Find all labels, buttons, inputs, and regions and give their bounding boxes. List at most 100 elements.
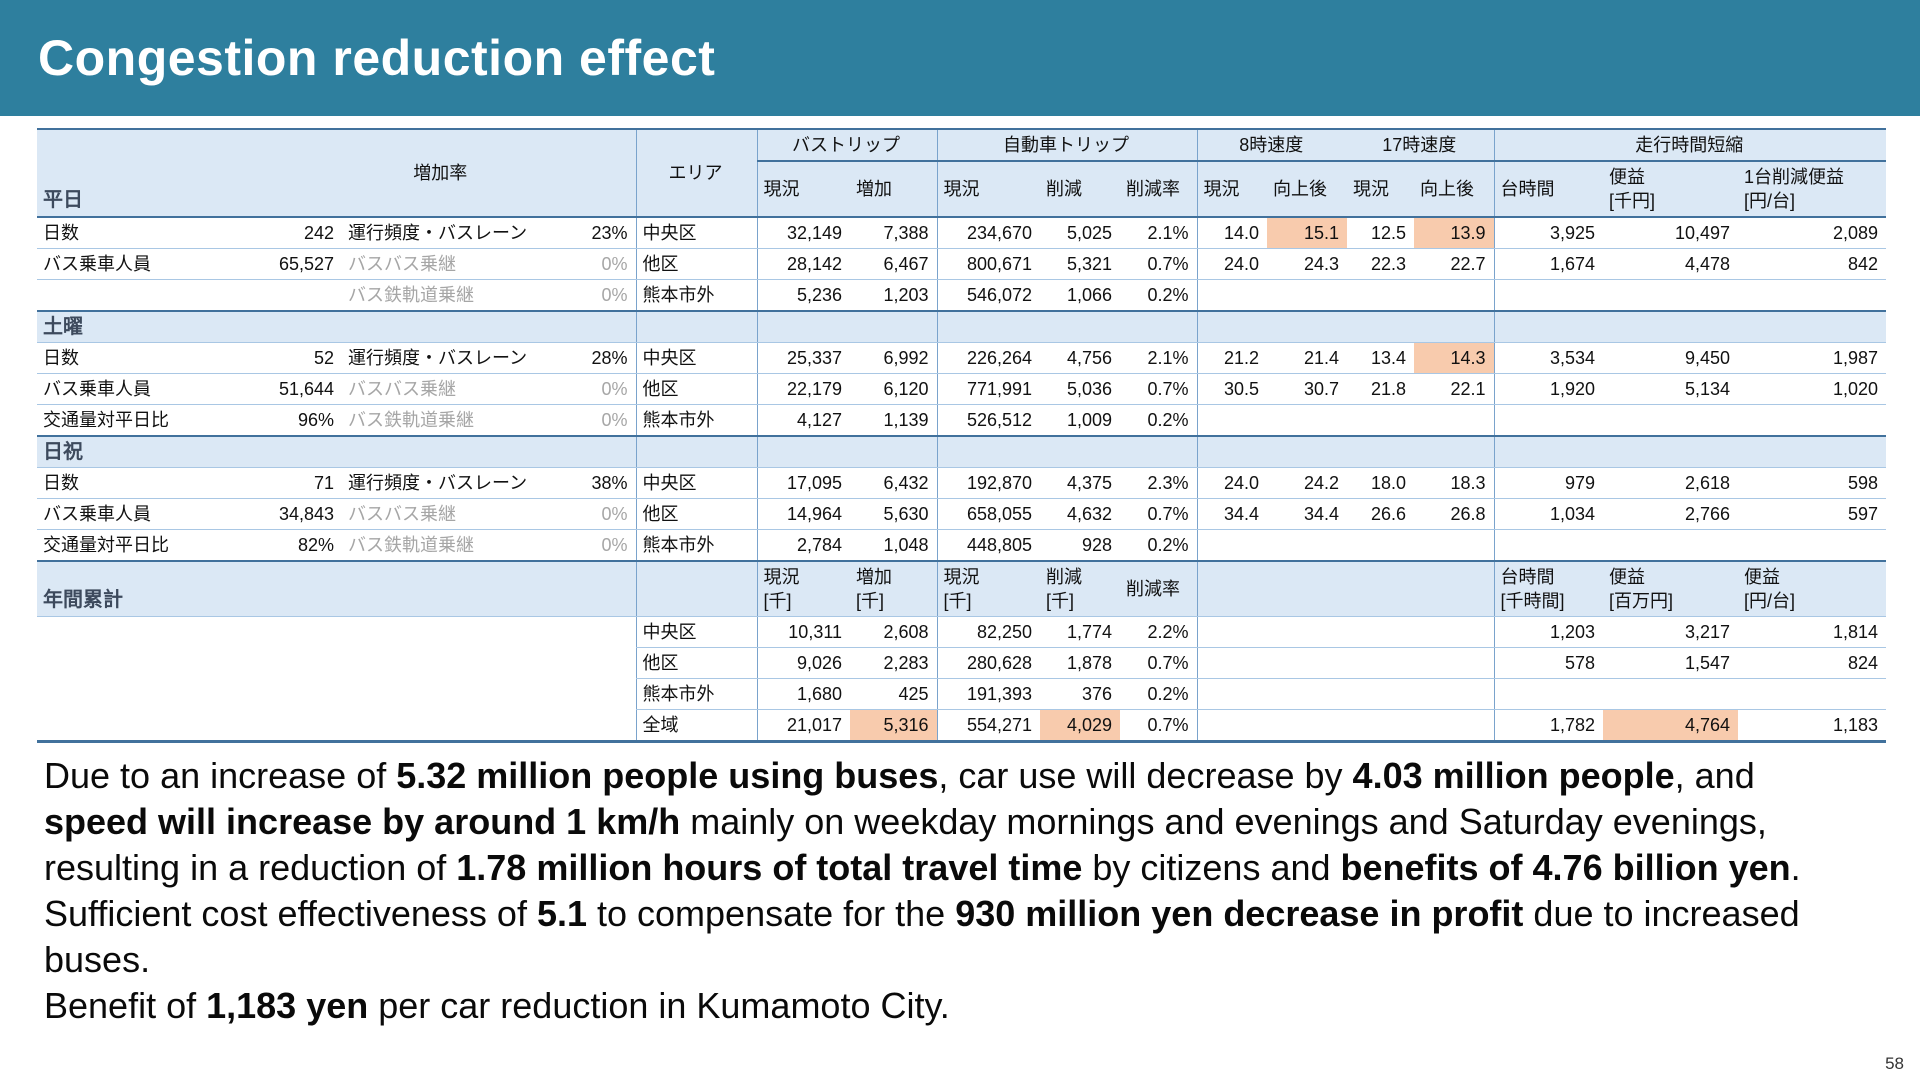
table-cell (37, 648, 636, 679)
table-cell: 10,311 (756, 616, 851, 648)
table-cell: 22.7 (1414, 248, 1495, 280)
table-cell: 0.7% (1120, 647, 1198, 679)
table-cell: 1,066 (1040, 279, 1121, 312)
subheader-benefit-thousand-yen: 便益 [千円] (1603, 161, 1739, 218)
subheader-vehicle-hours: 台時間 (1493, 161, 1604, 218)
table-cell: 2,766 (1603, 498, 1739, 530)
highlighted-cell: 13.9 (1414, 217, 1495, 249)
table-cell: 14,964 (756, 498, 851, 530)
table-row: 中央区 10,311 2,608 82,250 1,774 2.2% 1,203 3,217 1… (37, 616, 1887, 648)
table-row: バス乗車人員 65,527 バスバス乗継 0% 他区 28,142 6,467 800,671… (37, 248, 1887, 280)
table-cell (37, 679, 636, 710)
subheader-benefit-yen-per-car: 便益 [円/台] (1738, 560, 1887, 617)
area-label: 中央区 (635, 217, 758, 249)
table-cell: 交通量対平日比 (37, 529, 247, 562)
area-label: 熊本市外 (635, 279, 758, 312)
subheader-increase: 増加 (850, 161, 938, 218)
table-cell: 6,432 (850, 467, 938, 499)
group-label-holiday: 日祝 (37, 435, 637, 468)
table-cell: 17,095 (756, 467, 851, 499)
table-cell: 1,782 (1493, 709, 1604, 743)
table-cell: 2.2% (1120, 616, 1198, 648)
table-row: バス鉄軌道乗継 0% 熊本市外 5,236 1,203 546,072 1,066 0.2% (37, 279, 1887, 312)
table-cell: 82% (247, 529, 342, 562)
congestion-table: 平日 増加率 エリア バストリップ 自動車トリップ 8時速度 17時速度 走行時間短縮 現況 増加… (37, 128, 1887, 743)
area-label: 他区 (635, 647, 758, 679)
highlighted-cell: 4,764 (1603, 709, 1739, 743)
table-cell: 842 (1738, 248, 1887, 280)
table-cell: 5,321 (1040, 248, 1121, 280)
table-cell: 578 (1493, 647, 1604, 679)
table-cell: 21.4 (1267, 342, 1348, 374)
table-cell: バス乗車人員 (37, 248, 247, 280)
area-label: 中央区 (635, 616, 758, 648)
col-header-car-trip: 自動車トリップ (936, 128, 1198, 162)
table-cell: 546,072 (936, 279, 1041, 312)
table-cell: 25,337 (756, 342, 851, 374)
table-cell: 0.2% (1120, 678, 1198, 710)
table-cell: 24.3 (1267, 248, 1348, 280)
table-cell: 5,630 (850, 498, 938, 530)
summary-text-segment: Benefit of (44, 985, 207, 1026)
table-cell (1196, 560, 1495, 617)
area-label: 他区 (635, 248, 758, 280)
page-number: 58 (1885, 1054, 1904, 1073)
table-cell: 32,149 (756, 217, 851, 249)
table-cell: 1,183 (1738, 709, 1887, 743)
table-cell: 34.4 (1267, 498, 1348, 530)
table-cell: 226,264 (936, 342, 1041, 374)
subheader-vehicle-hours-thousand: 台時間 [千時間] (1493, 560, 1604, 617)
table-cell (1196, 529, 1495, 562)
subheader-current: 現況 (936, 161, 1041, 218)
table-cell: 0% (568, 529, 637, 562)
table-cell: 928 (1040, 529, 1121, 562)
table-cell: 21.8 (1347, 373, 1415, 405)
table-cell: 34.4 (1196, 498, 1268, 530)
table-cell (1493, 279, 1887, 312)
table-cell: 1,814 (1738, 616, 1887, 648)
table-cell (635, 435, 758, 468)
table-cell: 24.0 (1196, 248, 1268, 280)
congestion-table-wrap: 平日 増加率 エリア バストリップ 自動車トリップ 8時速度 17時速度 走行時間短縮 現況 増加… (37, 128, 1887, 743)
subheader-after-improvement: 向上後 (1414, 161, 1495, 218)
table-cell: 1,009 (1040, 404, 1121, 437)
summary-text-segment: , car use will decrease by (938, 755, 1353, 796)
subheader-increase-thousand: 増加 [千] (850, 560, 938, 617)
table-cell: 0.2% (1120, 404, 1198, 437)
table-cell: 34,843 (247, 498, 342, 530)
table-cell: 運行頻度・バスレーン (342, 217, 568, 249)
table-cell: 5,025 (1040, 217, 1121, 249)
summary-highlight: 930 million yen decrease in profit (955, 893, 1524, 934)
area-label: 他区 (635, 498, 758, 530)
table-cell: 4,478 (1603, 248, 1739, 280)
col-header-area: エリア (635, 128, 758, 218)
table-cell (37, 617, 636, 648)
subheader-current-thousand: 現況 [千] (756, 560, 851, 617)
area-label: 熊本市外 (635, 404, 758, 437)
col-header-speed-5pm: 17時速度 (1347, 128, 1495, 162)
table-row: バス乗車人員 51,644 バスバス乗継 0% 他区 22,179 6,120 771,991… (37, 373, 1887, 405)
table-cell: 0% (568, 248, 637, 280)
summary-paragraph: Benefit of 1,183 yen per car reduction i… (44, 983, 1850, 1029)
subheader-current-thousand: 現況 [千] (936, 560, 1041, 617)
subheader-after-improvement: 向上後 (1267, 161, 1348, 218)
table-cell (936, 310, 1198, 343)
table-cell: 71 (247, 467, 342, 499)
subheader-benefit-million-yen: 便益 [百万円] (1603, 560, 1739, 617)
summary-text-segment: by citizens and (1082, 847, 1341, 888)
table-cell: 0% (568, 373, 637, 405)
table-cell: 191,393 (936, 678, 1041, 710)
table-cell (756, 435, 938, 468)
table-cell: 9,450 (1603, 342, 1739, 374)
slide-title: Congestion reduction effect (38, 30, 716, 86)
table-cell: 21,017 (756, 709, 851, 743)
table-cell: 280,628 (936, 647, 1041, 679)
group-label-annual-total: 年間累計 (37, 560, 637, 617)
table-cell: 526,512 (936, 404, 1041, 437)
table-cell (1493, 310, 1887, 343)
summary-highlight: speed will increase by around 1 km/h (44, 801, 681, 842)
table-cell (1196, 310, 1495, 343)
table-cell: 1,987 (1738, 342, 1887, 374)
summary-text-segment: due to increased buses. (44, 893, 1800, 980)
